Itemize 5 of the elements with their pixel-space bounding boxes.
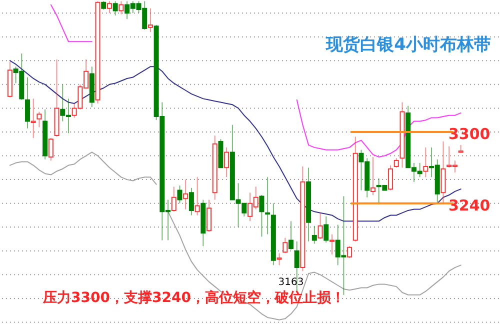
annotation: 3163: [278, 277, 304, 288]
ref-line-label: 3240: [448, 196, 490, 214]
text: 现货白银4小时布林带: [325, 35, 491, 55]
annotation: 压力3300，支撑3240，高位短空，破位止损！: [42, 289, 345, 306]
ref-line-label: 3300: [448, 124, 490, 143]
